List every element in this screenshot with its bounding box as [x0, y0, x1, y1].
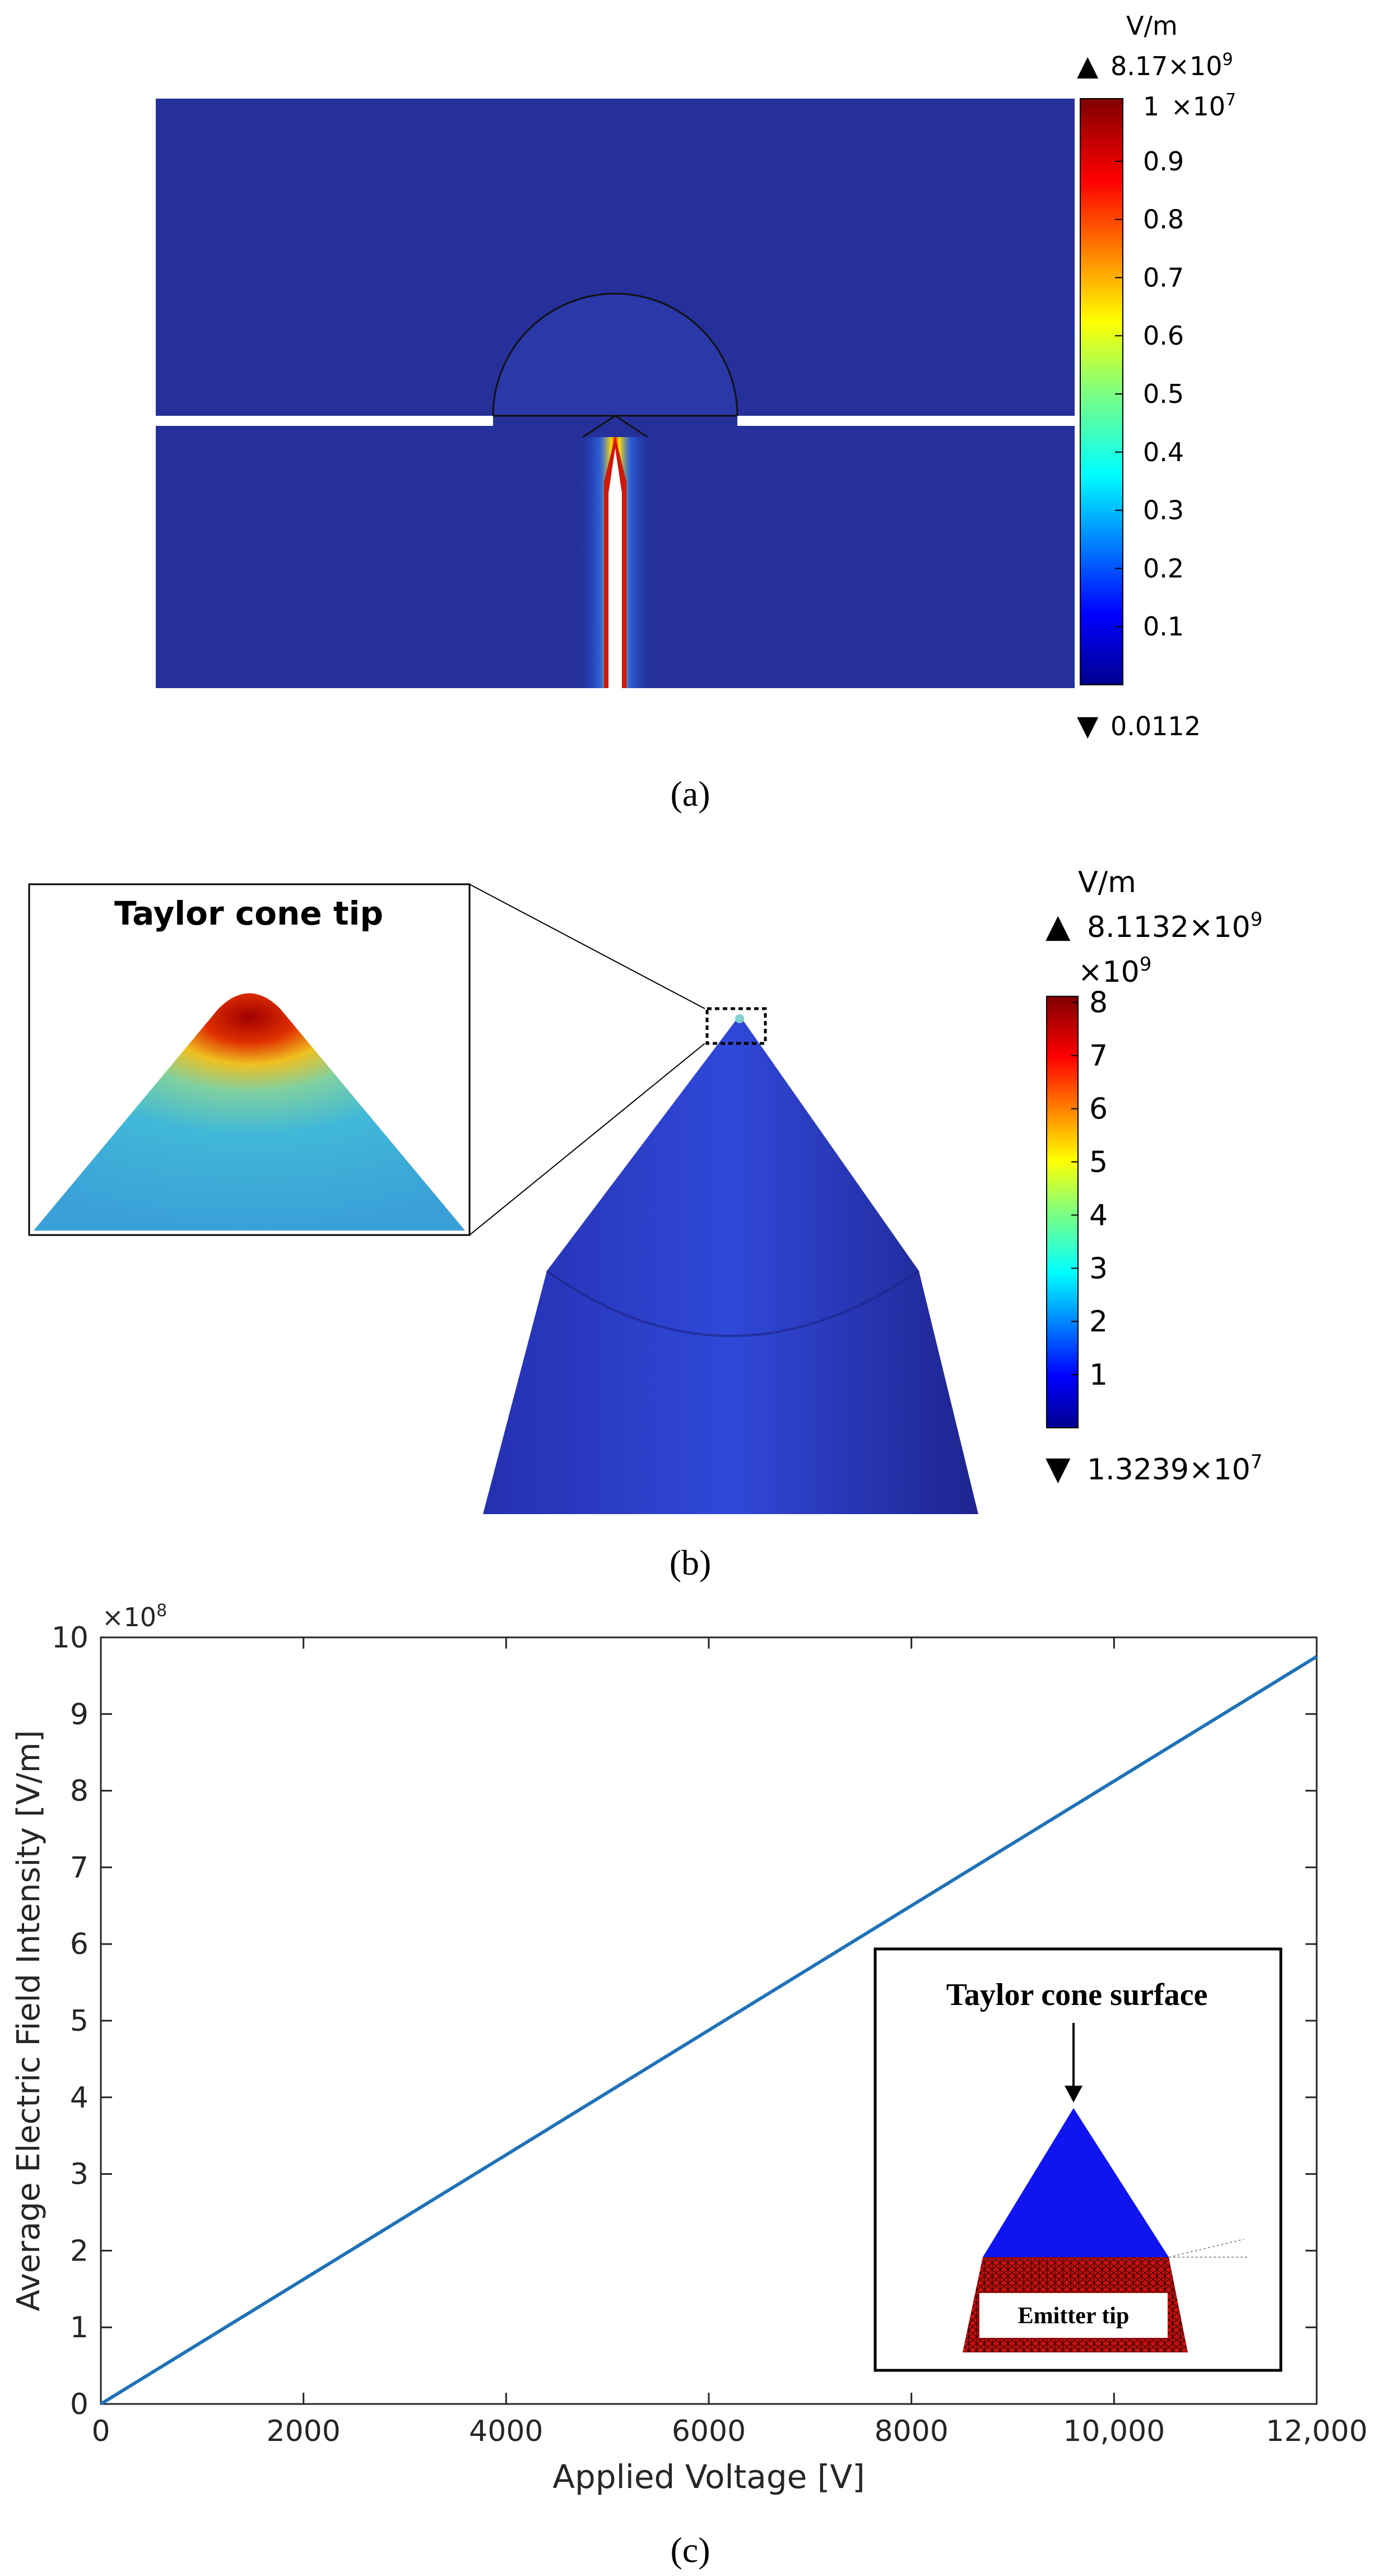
y-tick-label: 10	[52, 1621, 89, 1655]
y-tick-label: 7	[70, 1851, 89, 1885]
colorbar-b-tick-label: 3	[1089, 1252, 1108, 1285]
dome-outline	[492, 293, 738, 416]
colorbar-b-tick-label: 7	[1089, 1039, 1108, 1073]
colorbar-b-tick-label: 2	[1089, 1305, 1108, 1339]
colorbar-a	[1080, 98, 1123, 685]
surface-inset-title: Taylor cone surface	[946, 1978, 1208, 2012]
electrode-gap	[156, 416, 493, 426]
panel-a: 0.9 0.8 0.7 0.6 0.5 0.4 0.3 0.2 0.1 V/m ▲ 8.17×1…	[156, 11, 1236, 814]
colorbar-a-tick-label: 0.5	[1143, 379, 1184, 409]
y-tick-label: 4	[70, 2081, 89, 2115]
colorbar-b-unit: V/m	[1078, 866, 1136, 899]
y-tick-label: 6	[70, 1928, 89, 1961]
colorbar-b	[1046, 996, 1079, 1428]
tip-inset-cone	[34, 993, 465, 1231]
colorbar-a-max-value: 8.17×109	[1110, 50, 1233, 81]
taylor-cone	[483, 1015, 978, 1514]
colorbar-a-tick-label: 0.4	[1143, 437, 1184, 467]
y-multiplier: ×108	[102, 1601, 167, 1632]
y-tick-label: 1	[70, 2311, 89, 2345]
colorbar-b-tick-label: 4	[1089, 1199, 1108, 1232]
colorbar-b-max-value: 8.1132×109	[1087, 908, 1262, 944]
x-tick-label: 10,000	[1063, 2415, 1165, 2448]
panel-b: Taylor cone tip 8 7 6 5 4 3 2 1 V/m ▲ 8.1132×10…	[28, 866, 1262, 1582]
colorbar-a-tick-label: 0.6	[1143, 321, 1184, 351]
panel-c: 0 2000 4000 6000 8000 10,000 12,000 0 1 2 3 4 5 6 7 8 9 1…	[11, 1601, 1368, 2570]
electrode-gap-right	[737, 416, 1075, 426]
y-axis-label: Average Electric Field Intensity [V/m]	[11, 1730, 47, 2311]
caption-c: (c)	[670, 2530, 710, 2570]
colorbar-a-unit: V/m	[1126, 11, 1178, 41]
x-axis-label: Applied Voltage [V]	[552, 2458, 865, 2496]
colorbar-b-tick-label: 6	[1089, 1093, 1108, 1126]
surface-inset-label: Emitter tip	[1018, 2303, 1130, 2329]
caption-b: (b)	[670, 1543, 712, 1582]
y-tick-label: 0	[70, 2388, 89, 2421]
series-line	[100, 1655, 1318, 2406]
caption-a: (a)	[670, 774, 710, 814]
colorbar-a-scale: ×107	[1171, 90, 1236, 122]
x-tick-label: 0	[91, 2415, 110, 2448]
colorbar-a-max-marker: ▲	[1077, 49, 1099, 82]
colorbar-a-min-value: 0.0112	[1110, 711, 1201, 741]
colorbar-a-tick-label: 0.9	[1143, 146, 1184, 177]
colorbar-b-max-marker: ▲	[1046, 907, 1071, 945]
colorbar-b-scale: ×109	[1078, 953, 1151, 989]
y-tick-label: 2	[70, 2234, 89, 2268]
colorbar-b-min-marker: ▼	[1046, 1449, 1071, 1487]
colorbar-a-top-tick: 1	[1143, 91, 1159, 122]
x-tick-label: 2000	[266, 2415, 340, 2448]
colorbar-a-tick-label: 0.1	[1143, 611, 1184, 642]
colorbar-a-ticks: 0.9 0.8 0.7 0.6 0.5 0.4 0.3 0.2 0.1	[1115, 146, 1184, 642]
colorbar-b-min-value: 1.3239×107	[1087, 1451, 1262, 1487]
colorbar-a-tick-label: 0.3	[1143, 495, 1184, 526]
y-tick-label: 5	[70, 2004, 89, 2038]
surface-inset-cone	[983, 2108, 1169, 2257]
y-tick-label: 9	[70, 1698, 89, 1732]
x-tick-label: 4000	[469, 2415, 543, 2448]
colorbar-a-min-marker: ▼	[1077, 709, 1099, 742]
x-tick-label: 8000	[874, 2415, 948, 2448]
colorbar-a-tick-label: 0.8	[1143, 205, 1184, 235]
y-tick-label: 8	[70, 1775, 89, 1808]
zoom-box	[705, 1007, 767, 1045]
tip-inset-title: Taylor cone tip	[114, 894, 383, 932]
colorbar-b-tick-label: 1	[1089, 1358, 1108, 1392]
colorbar-b-ticks: 8 7 6 5 4 3 2 1	[1071, 986, 1108, 1392]
x-tick-label: 12,000	[1266, 2415, 1368, 2448]
series-group	[100, 1655, 1318, 2406]
colorbar-a-tick-label: 0.2	[1143, 553, 1184, 583]
colorbar-b-tick-label: 8	[1089, 986, 1108, 1020]
colorbar-a-tick-label: 0.7	[1143, 262, 1184, 293]
x-tick-label: 6000	[672, 2415, 746, 2448]
y-tick-label: 3	[70, 2158, 89, 2192]
colorbar-b-tick-label: 5	[1089, 1145, 1108, 1179]
axes: 0 2000 4000 6000 8000 10,000 12,000 0 1 2 3 4 5 6 7 8 9 1…	[52, 1621, 1368, 2448]
